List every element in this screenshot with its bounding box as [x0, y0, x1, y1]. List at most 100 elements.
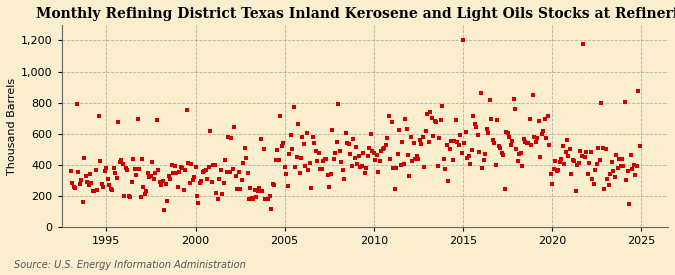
Point — [572, 163, 583, 167]
Point — [183, 161, 194, 165]
Point — [529, 135, 540, 139]
Point — [406, 135, 416, 139]
Point — [407, 158, 418, 163]
Point — [455, 133, 466, 137]
Point — [120, 166, 131, 170]
Point — [98, 185, 109, 189]
Point — [542, 114, 553, 119]
Point — [259, 147, 269, 152]
Point — [438, 157, 449, 161]
Point — [260, 197, 271, 202]
Point — [136, 157, 147, 161]
Point — [544, 142, 555, 147]
Point — [346, 164, 357, 168]
Point — [630, 173, 641, 177]
Point — [129, 167, 140, 172]
Point — [246, 195, 257, 200]
Point — [251, 194, 262, 199]
Point — [148, 177, 159, 181]
Point — [548, 166, 559, 171]
Point — [205, 129, 216, 133]
Point — [533, 119, 544, 123]
Point — [512, 158, 523, 163]
Text: Source: U.S. Energy Information Administration: Source: U.S. Energy Information Administ… — [14, 260, 245, 270]
Point — [217, 192, 227, 196]
Point — [386, 120, 397, 124]
Point — [369, 150, 379, 155]
Point — [171, 171, 182, 176]
Title: Monthly Refining District Texas Inland Kerosene and Light Oils Stocks at Refiner: Monthly Refining District Texas Inland K… — [36, 7, 675, 21]
Point — [229, 125, 240, 129]
Point — [230, 174, 241, 178]
Point — [306, 186, 317, 191]
Point — [254, 186, 265, 190]
Point — [474, 150, 485, 154]
Point — [236, 177, 247, 182]
Point — [628, 163, 639, 168]
Point — [83, 183, 94, 187]
Point — [220, 158, 231, 162]
Point — [395, 163, 406, 167]
Point — [77, 200, 88, 204]
Point — [545, 171, 556, 176]
Point — [290, 165, 300, 169]
Point — [531, 140, 541, 145]
Point — [452, 140, 462, 144]
Point — [105, 186, 116, 191]
Point — [221, 170, 232, 175]
Point — [161, 182, 171, 186]
Point — [79, 156, 90, 160]
Point — [475, 91, 486, 96]
Point — [72, 101, 82, 106]
Point — [349, 156, 360, 161]
Point — [111, 176, 122, 180]
Point — [308, 135, 319, 139]
Point — [138, 185, 149, 190]
Point — [556, 156, 566, 161]
Point — [180, 168, 190, 172]
Point — [441, 142, 452, 147]
Point — [67, 181, 78, 185]
Point — [186, 161, 196, 166]
Point — [470, 121, 481, 126]
Point — [348, 137, 358, 141]
Point — [618, 164, 629, 168]
Point — [261, 196, 272, 201]
Point — [597, 145, 608, 150]
Point — [240, 156, 251, 160]
Point — [459, 141, 470, 145]
Point — [125, 194, 136, 199]
Point — [408, 141, 419, 145]
Point — [522, 141, 533, 145]
Point — [398, 162, 409, 166]
Point — [585, 150, 596, 155]
Point — [439, 166, 450, 171]
Point — [615, 164, 626, 169]
Point — [313, 151, 324, 155]
Point — [591, 162, 602, 166]
Point — [155, 180, 165, 184]
Point — [173, 170, 184, 174]
Point — [524, 117, 535, 122]
Point — [511, 147, 522, 152]
Point — [84, 172, 95, 176]
Point — [464, 154, 475, 158]
Point — [510, 107, 520, 111]
Point — [599, 187, 610, 191]
Point — [227, 167, 238, 172]
Point — [397, 139, 408, 144]
Point — [362, 153, 373, 158]
Point — [318, 159, 329, 164]
Point — [417, 135, 428, 140]
Point — [419, 165, 430, 169]
Point — [579, 155, 590, 159]
Point — [298, 142, 309, 147]
Point — [323, 172, 333, 177]
Point — [460, 130, 471, 134]
Point — [539, 117, 550, 121]
Point — [402, 153, 413, 157]
Point — [140, 192, 151, 196]
Point — [141, 189, 152, 193]
Point — [215, 167, 226, 172]
Point — [330, 151, 341, 155]
